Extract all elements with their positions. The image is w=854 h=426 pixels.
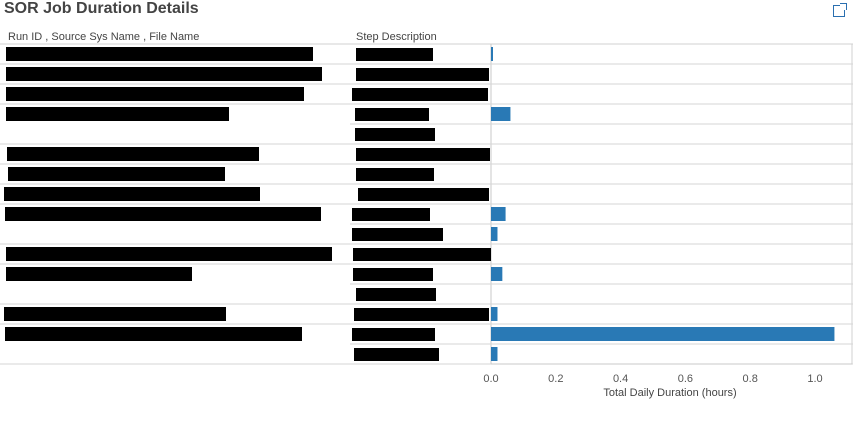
redacted-step (356, 168, 434, 181)
bar (491, 107, 511, 121)
redacted-step (352, 328, 435, 341)
redacted-step (352, 208, 430, 221)
bar (491, 207, 506, 221)
x-tick-label: 0.8 (743, 373, 758, 385)
x-tick-label: 0.0 (483, 373, 498, 385)
redacted-run-id (6, 267, 192, 281)
redacted-step (352, 88, 488, 101)
redacted-step (353, 268, 433, 281)
redacted-run-id (5, 207, 321, 221)
redacted-step (354, 308, 489, 321)
redacted-step (358, 188, 489, 201)
redacted-step (356, 148, 490, 161)
redacted-run-id (6, 247, 332, 261)
bar (491, 267, 503, 281)
x-tick-label: 1.0 (807, 373, 822, 385)
bar (491, 47, 493, 61)
redacted-step (355, 108, 429, 121)
redacted-run-id (8, 167, 225, 181)
redacted-step (354, 348, 439, 361)
redacted-run-id (4, 307, 226, 321)
x-axis-label: Total Daily Duration (hours) (603, 387, 736, 399)
redacted-run-id (4, 187, 260, 201)
bar (491, 347, 498, 361)
bar (491, 227, 498, 241)
x-tick-label: 0.2 (548, 373, 563, 385)
popout-icon[interactable] (833, 3, 847, 17)
redacted-run-id (6, 67, 322, 81)
redacted-run-id (5, 327, 302, 341)
redacted-run-id (6, 47, 313, 61)
redacted-run-id (6, 87, 304, 101)
redacted-run-id (7, 147, 259, 161)
bar (491, 307, 498, 321)
run-id-column-header: Run ID , Source Sys Name , File Name (8, 31, 200, 43)
redacted-step (352, 228, 443, 241)
bar (491, 327, 835, 341)
redacted-step (356, 48, 433, 61)
chart-title: SOR Job Duration Details (4, 0, 199, 17)
redacted-step (355, 128, 435, 141)
redacted-step (356, 288, 436, 301)
redacted-run-id (6, 107, 229, 121)
step-column-header: Step Description (356, 31, 437, 43)
redacted-step (353, 248, 491, 261)
redacted-step (356, 68, 489, 81)
x-tick-label: 0.6 (678, 373, 693, 385)
x-tick-label: 0.4 (613, 373, 628, 385)
